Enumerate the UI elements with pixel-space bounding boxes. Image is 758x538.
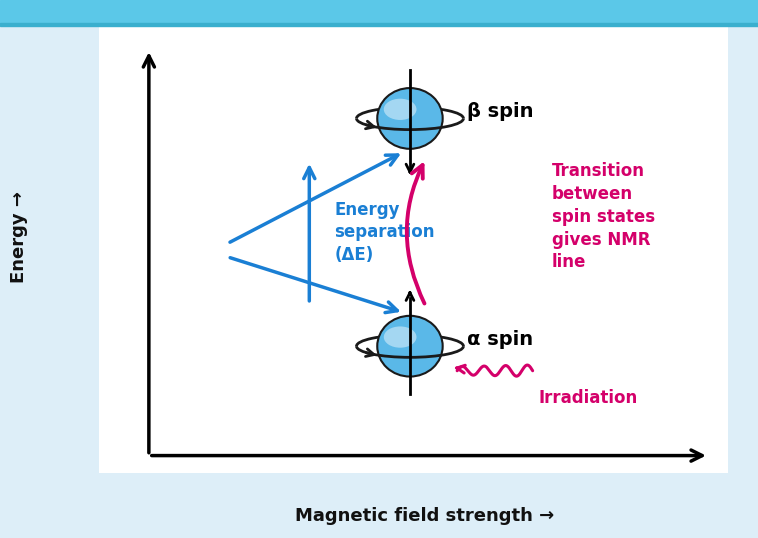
Text: Magnetic field strength →: Magnetic field strength → — [295, 507, 554, 526]
Text: α spin: α spin — [467, 330, 533, 349]
Text: Transition
between
spin states
gives NMR
line: Transition between spin states gives NMR… — [552, 162, 655, 272]
Text: β spin: β spin — [467, 102, 533, 121]
Text: Irradiation: Irradiation — [539, 388, 638, 407]
Ellipse shape — [377, 316, 443, 377]
Ellipse shape — [377, 88, 443, 149]
Text: Energy →: Energy → — [10, 190, 28, 283]
Ellipse shape — [384, 327, 416, 348]
Ellipse shape — [384, 98, 416, 120]
Text: Energy
separation
(ΔE): Energy separation (ΔE) — [334, 201, 435, 264]
